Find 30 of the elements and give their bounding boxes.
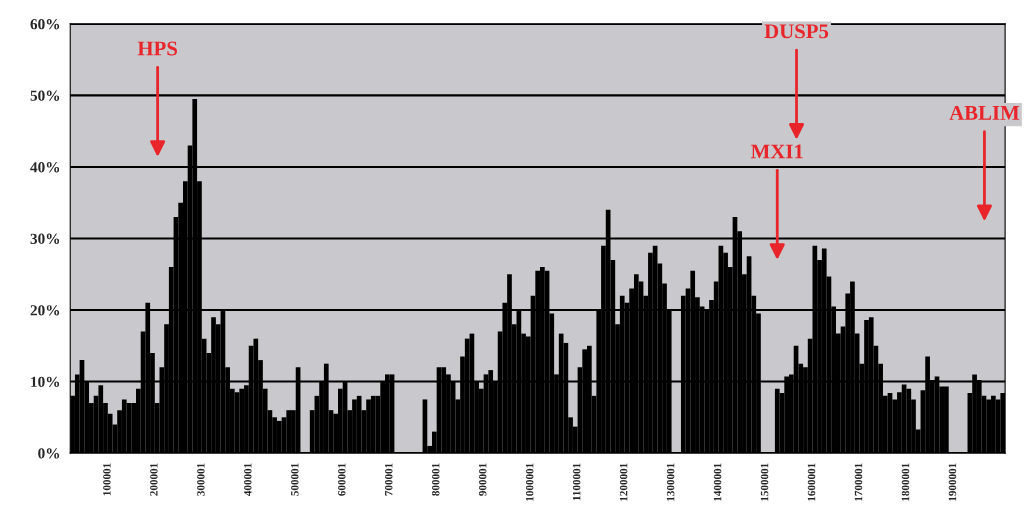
x-tick-label: 1600001 xyxy=(807,463,816,501)
x-tick-label: 1900001 xyxy=(948,463,957,501)
y-tick-label: 50% xyxy=(30,90,60,101)
x-tick-label: 200001 xyxy=(150,463,158,496)
y-tick-label: 0% xyxy=(38,448,60,459)
x-tick-label: 400001 xyxy=(244,463,252,496)
y-tick-label: 20% xyxy=(30,305,60,316)
y-tick-label: 60% xyxy=(30,19,60,30)
x-tick-label: 1100001 xyxy=(572,463,581,501)
x-tick-label: 1800001 xyxy=(901,463,910,501)
x-tick-label: 1500001 xyxy=(760,463,769,501)
x-tick-label: 500001 xyxy=(291,463,299,496)
x-tick-label: 100001 xyxy=(103,463,111,496)
annotation: ABLIM xyxy=(949,105,1020,120)
x-tick-label: 900001 xyxy=(478,463,487,496)
x-tick-label: 1200001 xyxy=(619,463,628,501)
y-tick-label: 30% xyxy=(30,233,60,244)
x-tick-label: 1400001 xyxy=(713,463,722,501)
x-tick-label: 600001 xyxy=(338,463,346,496)
x-tick-label: 1000001 xyxy=(525,463,534,501)
y-tick-label: 40% xyxy=(30,162,60,173)
annotation: HPS xyxy=(137,41,177,56)
x-tick-label: 1300001 xyxy=(666,463,675,501)
x-tick-label: 800001 xyxy=(431,463,440,496)
annotation: MXI1 xyxy=(751,144,803,159)
y-tick-label: 10% xyxy=(31,376,60,388)
annotation: DUSP5 xyxy=(764,24,829,39)
x-tick-label: 300001 xyxy=(197,463,205,496)
x-tick-label: 700001 xyxy=(384,463,393,496)
x-tick-label: 1700001 xyxy=(854,463,863,501)
